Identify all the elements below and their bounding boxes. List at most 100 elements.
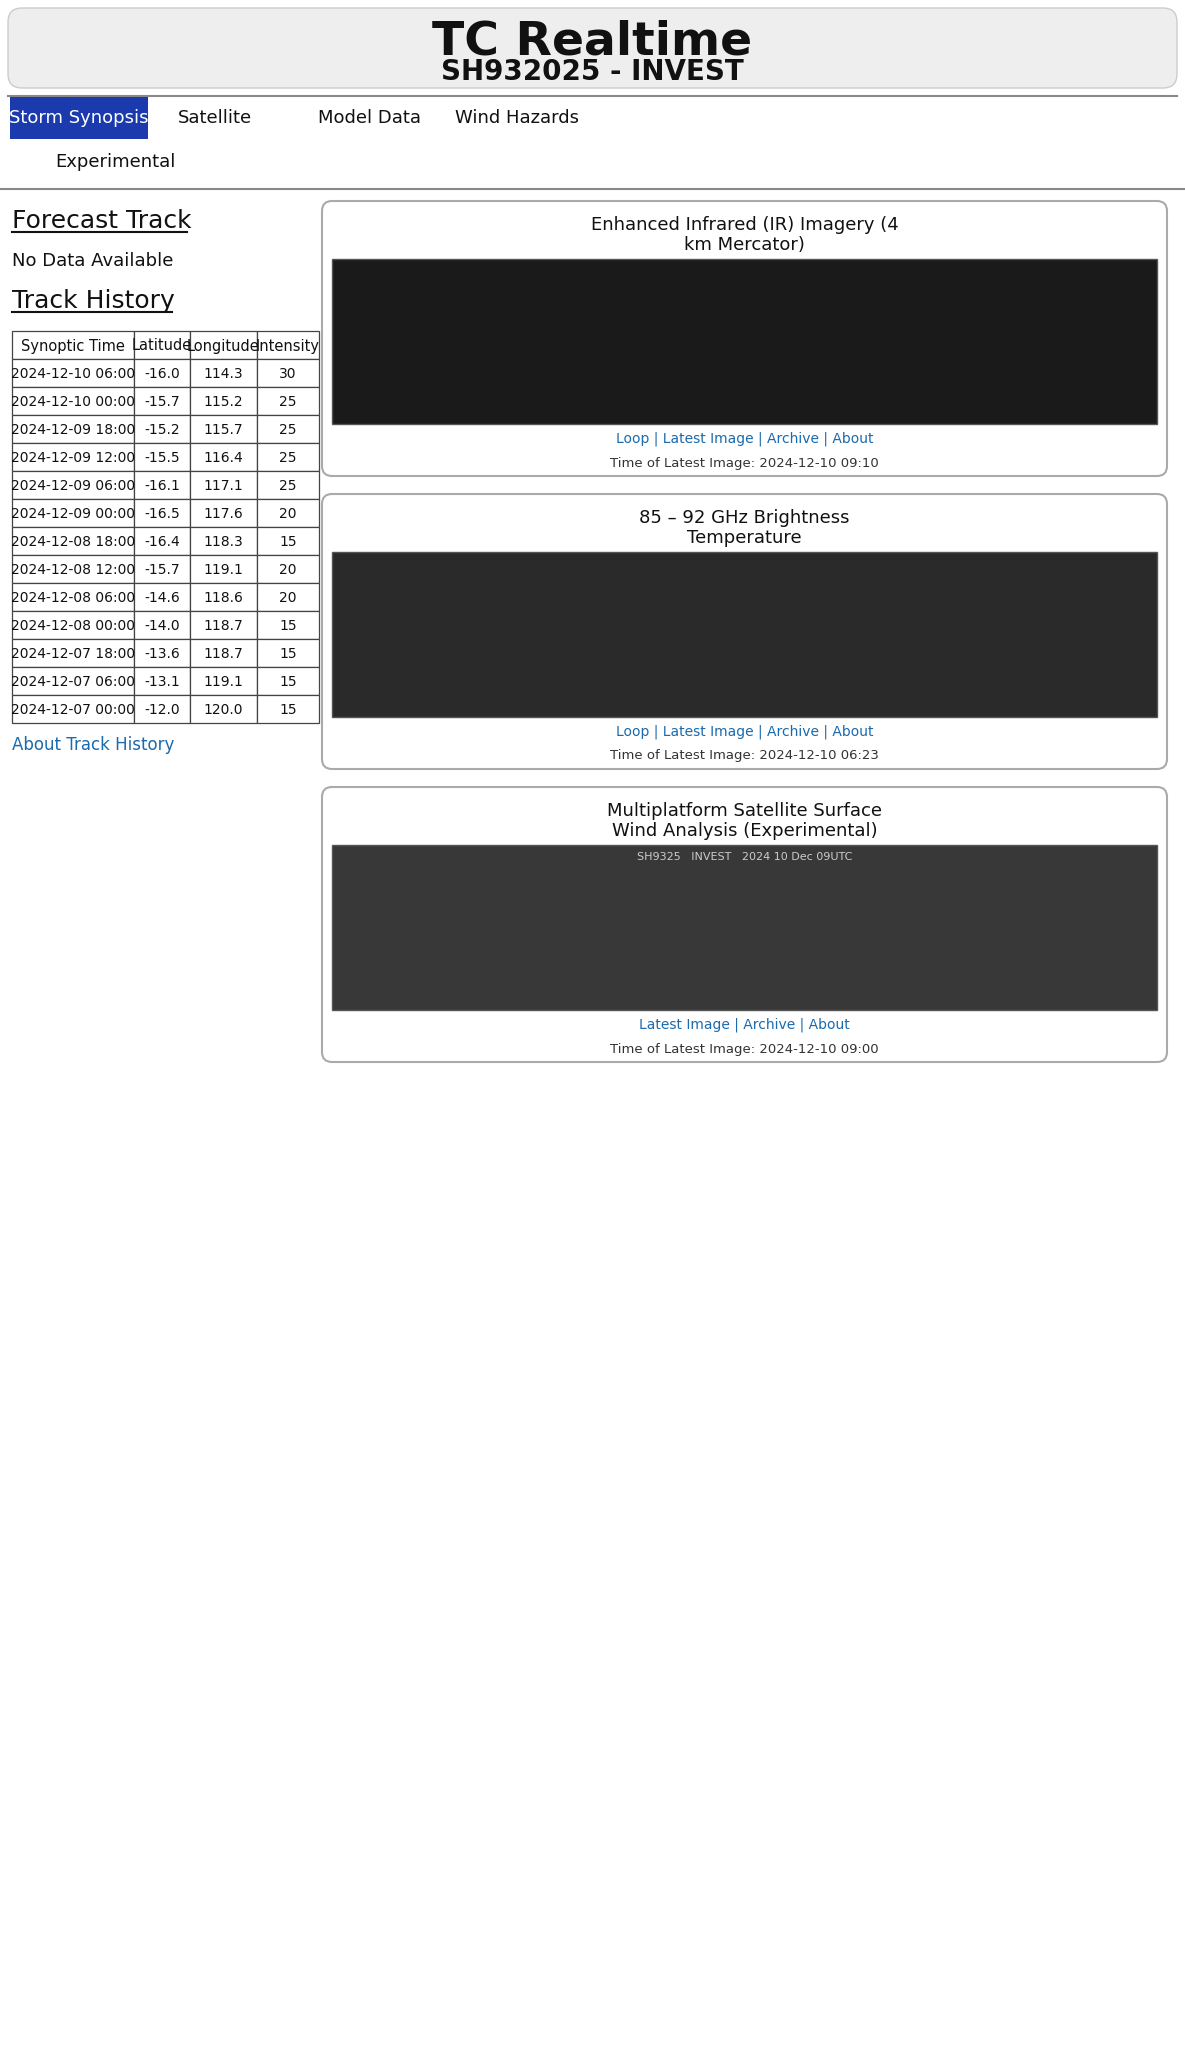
Text: SH9325   INVEST   2024 10 Dec 09UTC: SH9325 INVEST 2024 10 Dec 09UTC: [636, 852, 852, 862]
Text: No Data Available: No Data Available: [12, 252, 173, 270]
FancyBboxPatch shape: [8, 8, 1177, 88]
Bar: [12, 499, 134, 526]
Bar: [12, 442, 134, 471]
Bar: [12, 696, 134, 723]
Bar: [134, 555, 190, 583]
Bar: [9, 96, 148, 139]
Bar: [257, 442, 319, 471]
FancyBboxPatch shape: [322, 786, 1167, 1062]
Text: 119.1: 119.1: [204, 676, 243, 690]
Text: Experimental: Experimental: [55, 154, 175, 172]
Text: 117.6: 117.6: [204, 508, 243, 522]
Bar: [257, 358, 319, 387]
Bar: [257, 583, 319, 610]
Bar: [134, 332, 190, 358]
Bar: [190, 696, 257, 723]
Text: 118.6: 118.6: [204, 592, 243, 606]
Text: 85 – 92 GHz Brightness
Temperature: 85 – 92 GHz Brightness Temperature: [639, 508, 850, 547]
Text: 25: 25: [280, 395, 296, 409]
Text: 2024-12-08 12:00: 2024-12-08 12:00: [11, 563, 135, 577]
Text: 116.4: 116.4: [204, 450, 243, 465]
Bar: [134, 667, 190, 696]
Text: 114.3: 114.3: [204, 366, 243, 381]
Bar: [257, 332, 319, 358]
Text: Loop | Latest Image | Archive | About: Loop | Latest Image | Archive | About: [616, 725, 873, 739]
Bar: [332, 553, 1157, 716]
Text: 2024-12-10 00:00: 2024-12-10 00:00: [11, 395, 135, 409]
Bar: [12, 471, 134, 499]
Bar: [12, 667, 134, 696]
Text: Enhanced Infrared (IR) Imagery (4
km Mercator): Enhanced Infrared (IR) Imagery (4 km Mer…: [590, 215, 898, 254]
Text: 115.2: 115.2: [204, 395, 243, 409]
Bar: [257, 696, 319, 723]
Text: 119.1: 119.1: [204, 563, 243, 577]
Text: 2024-12-08 18:00: 2024-12-08 18:00: [11, 534, 135, 549]
Text: 2024-12-09 12:00: 2024-12-09 12:00: [11, 450, 135, 465]
Text: -14.0: -14.0: [145, 618, 180, 633]
Bar: [257, 471, 319, 499]
Bar: [190, 555, 257, 583]
Bar: [190, 583, 257, 610]
Bar: [190, 387, 257, 416]
Bar: [257, 387, 319, 416]
Bar: [332, 845, 1157, 1009]
Bar: [134, 358, 190, 387]
Text: About Track History: About Track History: [12, 737, 174, 753]
Bar: [190, 639, 257, 667]
Text: 2024-12-09 18:00: 2024-12-09 18:00: [11, 424, 135, 436]
Bar: [190, 526, 257, 555]
Text: 2024-12-08 00:00: 2024-12-08 00:00: [11, 618, 135, 633]
Bar: [257, 610, 319, 639]
Text: Wind Hazards: Wind Hazards: [455, 108, 579, 127]
Text: 115.7: 115.7: [204, 424, 243, 436]
Bar: [134, 583, 190, 610]
Bar: [134, 387, 190, 416]
Text: 117.1: 117.1: [204, 479, 243, 493]
Bar: [134, 416, 190, 442]
Text: 30: 30: [280, 366, 296, 381]
Bar: [12, 583, 134, 610]
Text: Loop | Latest Image | Archive | About: Loop | Latest Image | Archive | About: [616, 432, 873, 446]
Bar: [257, 526, 319, 555]
Text: Satellite: Satellite: [178, 108, 252, 127]
Text: -15.7: -15.7: [145, 395, 180, 409]
Text: 15: 15: [280, 702, 296, 716]
Bar: [134, 526, 190, 555]
Bar: [134, 696, 190, 723]
Text: Synoptic Time: Synoptic Time: [21, 338, 124, 354]
Text: 118.3: 118.3: [204, 534, 243, 549]
Bar: [134, 442, 190, 471]
Bar: [134, 499, 190, 526]
Bar: [257, 667, 319, 696]
Bar: [12, 610, 134, 639]
Bar: [257, 639, 319, 667]
Text: Intensity: Intensity: [256, 338, 320, 354]
Bar: [190, 499, 257, 526]
Bar: [257, 555, 319, 583]
Text: Time of Latest Image: 2024-12-10 09:00: Time of Latest Image: 2024-12-10 09:00: [610, 1042, 879, 1056]
Bar: [190, 332, 257, 358]
Text: Time of Latest Image: 2024-12-10 09:10: Time of Latest Image: 2024-12-10 09:10: [610, 456, 879, 469]
Text: 2024-12-07 06:00: 2024-12-07 06:00: [11, 676, 135, 690]
Text: -15.2: -15.2: [145, 424, 180, 436]
Text: -16.5: -16.5: [145, 508, 180, 522]
Text: 118.7: 118.7: [204, 647, 243, 661]
Text: 120.0: 120.0: [204, 702, 243, 716]
Text: Time of Latest Image: 2024-12-10 06:23: Time of Latest Image: 2024-12-10 06:23: [610, 749, 879, 761]
Text: 2024-12-07 00:00: 2024-12-07 00:00: [11, 702, 135, 716]
Text: -14.6: -14.6: [145, 592, 180, 606]
Bar: [190, 471, 257, 499]
Bar: [134, 639, 190, 667]
Text: TC Realtime: TC Realtime: [433, 20, 752, 66]
Bar: [12, 639, 134, 667]
Text: 2024-12-08 06:00: 2024-12-08 06:00: [11, 592, 135, 606]
Bar: [12, 387, 134, 416]
Text: -16.0: -16.0: [145, 366, 180, 381]
Text: -13.1: -13.1: [145, 676, 180, 690]
Bar: [190, 442, 257, 471]
Text: 25: 25: [280, 424, 296, 436]
Text: 2024-12-10 06:00: 2024-12-10 06:00: [11, 366, 135, 381]
Text: Model Data: Model Data: [318, 108, 421, 127]
Text: SH932025 - INVEST: SH932025 - INVEST: [441, 57, 744, 86]
Text: 15: 15: [280, 647, 296, 661]
